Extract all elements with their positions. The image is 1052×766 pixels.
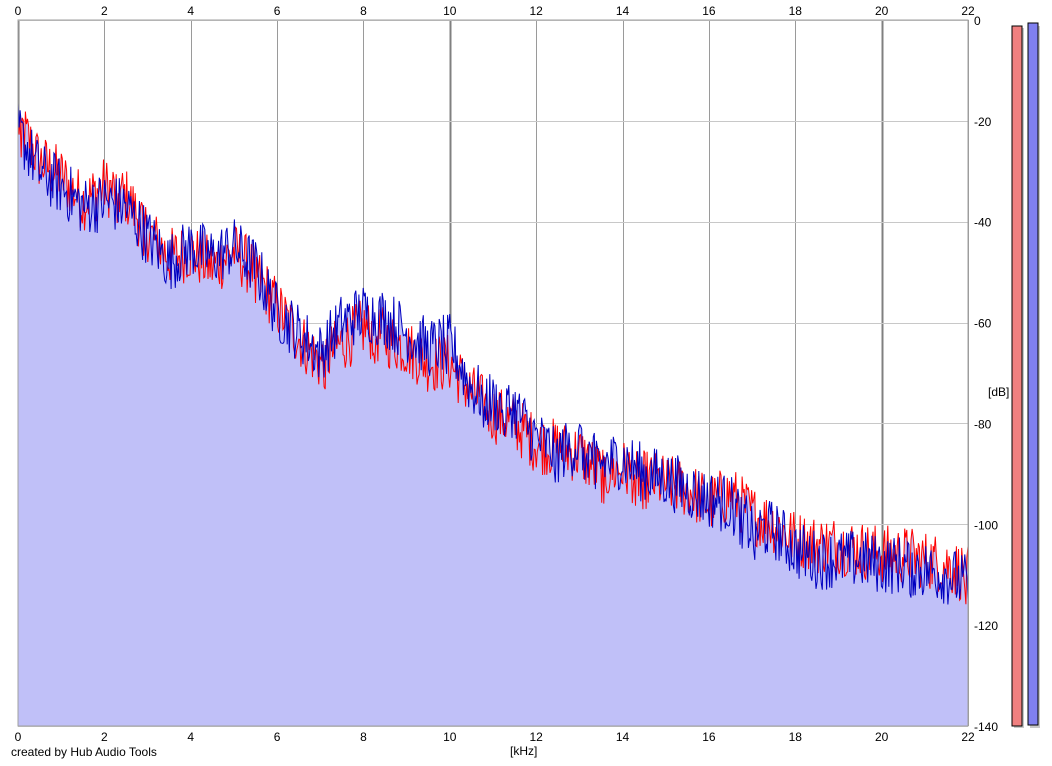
y-tick-label: -140 bbox=[974, 720, 998, 734]
x-tick-label-top: 8 bbox=[360, 4, 367, 18]
x-tick-label-top: 6 bbox=[274, 4, 281, 18]
x-tick-label-bottom: 4 bbox=[187, 730, 194, 744]
y-tick-labels: 0 -20 -40 -60 -80 -100 -120 -140 bbox=[974, 14, 998, 734]
y-tick-label: 0 bbox=[974, 14, 981, 28]
x-axis-label: [kHz] bbox=[510, 744, 537, 758]
y-tick-label: -60 bbox=[974, 317, 992, 331]
x-tick-label-bottom: 2 bbox=[101, 730, 108, 744]
x-tick-label-bottom: 16 bbox=[702, 730, 716, 744]
x-tick-label-bottom: 10 bbox=[443, 730, 457, 744]
x-tick-label-top: 18 bbox=[789, 4, 803, 18]
x-tick-label-top: 16 bbox=[702, 4, 716, 18]
credit-text: created by Hub Audio Tools bbox=[11, 745, 157, 759]
level-meter-right bbox=[1027, 22, 1040, 728]
x-tick-label-bottom: 6 bbox=[274, 730, 281, 744]
x-tick-label-bottom: 0 bbox=[15, 730, 22, 744]
plot-frame bbox=[17, 19, 969, 727]
x-tick-labels-bottom: 0 2 4 6 8 10 12 14 16 18 20 22 bbox=[15, 730, 975, 744]
x-tick-label-top: 14 bbox=[616, 4, 630, 18]
x-tick-label-top: 2 bbox=[101, 4, 108, 18]
level-meter-left bbox=[1011, 25, 1024, 728]
x-tick-label-top: 12 bbox=[530, 4, 544, 18]
x-tick-label-bottom: 22 bbox=[961, 730, 975, 744]
x-tick-label-bottom: 18 bbox=[789, 730, 803, 744]
y-tick-label: -20 bbox=[974, 115, 992, 129]
x-tick-label-top: 20 bbox=[875, 4, 889, 18]
x-tick-label-bottom: 20 bbox=[875, 730, 889, 744]
x-tick-label-top: 0 bbox=[15, 4, 22, 18]
x-tick-label-bottom: 12 bbox=[530, 730, 544, 744]
y-tick-label: -40 bbox=[974, 216, 992, 230]
y-tick-label: -80 bbox=[974, 417, 992, 431]
y-tick-label: -100 bbox=[974, 518, 998, 532]
y-tick-label: -120 bbox=[974, 619, 998, 633]
x-tick-labels-top: 0 2 4 6 8 10 12 14 16 18 20 22 bbox=[15, 4, 975, 18]
x-tick-label-top: 22 bbox=[961, 4, 975, 18]
x-tick-label-top: 4 bbox=[187, 4, 194, 18]
x-tick-label-bottom: 8 bbox=[360, 730, 367, 744]
x-tick-label-bottom: 14 bbox=[616, 730, 630, 744]
x-tick-label-top: 10 bbox=[443, 4, 457, 18]
y-axis-label: [dB] bbox=[988, 385, 1009, 399]
series-right-line bbox=[17, 103, 969, 605]
